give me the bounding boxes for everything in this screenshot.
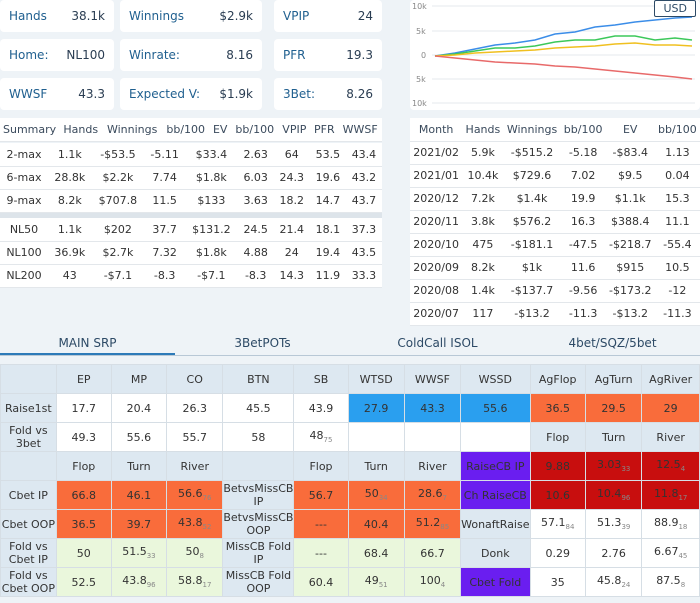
post-header-row: Flop Turn River Flop Turn River RaiseCB IP 9… — [0, 451, 700, 481]
stat-hands: Hands 38.1k — [0, 0, 114, 32]
table-row: 9-max 8.2k $707.8 11.5 $133 3.63 18.2 14.7 43.7 — [0, 189, 382, 213]
table-row: 6-max 28.8k $2.2k 7.74 $1.8k 6.03 24.3 19.6 43.2 — [0, 166, 382, 190]
y-tick: 5k — [416, 75, 426, 84]
stat-expected-value: Expected V: $1.9k — [120, 78, 262, 110]
fold-vs-3bet-row: Fold vs 3bet 49.3 55.6 55.7 58 4875 Flop Tur… — [0, 422, 700, 452]
table-row: 2020/08 1.4k -$137.7 -9.56 -$173.2 -12 — [410, 279, 700, 303]
table-row: 2020/09 8.2k $1k 11.6 $915 10.5 — [410, 256, 700, 280]
table-row: NL200 43 -$7.1 -8.3 -$7.1 -8.3 14.3 11.9 33.3 — [0, 264, 382, 288]
table-row: 2021/01 10.4k $729.6 7.02 $9.5 0.04 — [410, 164, 700, 188]
stat-wwsf: WWSF 43.3 — [0, 78, 114, 110]
summary-table: Summary Hands Winnings bb/100 EV bb/100 VPIP PF… — [0, 118, 382, 142]
tab-3betpots[interactable]: 3BetPOTs — [234, 336, 291, 350]
stats-grid: EP MP CO BTN SB WTSD WWSF WSSD AgFlop AgTurn AgRiv… — [0, 364, 700, 597]
y-tick: 10k — [412, 2, 427, 11]
series-blue-line — [434, 16, 693, 57]
y-tick: 10k — [412, 99, 427, 108]
tab-coldcall-isol[interactable]: ColdCall ISOL — [397, 336, 478, 350]
table-row: 2021/02 5.9k -$515.2 -5.18 -$83.4 1.13 — [410, 141, 700, 165]
month-header: Month Hands Winnings bb/100 EV bb/100 — [410, 118, 700, 142]
stat-home: Home: NL100 — [0, 39, 114, 71]
tab-4bet-sqz-5bet[interactable]: 4bet/SQZ/5bet — [568, 336, 657, 350]
winnings-graph-svg: 10k 5k 0 5k 10k — [412, 2, 695, 108]
winnings-graph: 10k 5k 0 5k 10k USD — [410, 0, 700, 110]
table-row: NL100 36.9k $2.7k 7.32 $1.8k 4.88 24 19.4 43.5 — [0, 241, 382, 265]
series-yellow-line — [434, 42, 693, 57]
series-red-line — [434, 55, 693, 80]
cbet-ip-row: Cbet IP 66.8 46.1 56.676 BetvsMissCB IP 5… — [0, 480, 700, 510]
stat-3bet: 3Bet: 8.26 — [274, 78, 382, 110]
series-green-line — [434, 35, 693, 57]
table-row: NL50 1.1k $202 37.7 $131.2 24.5 21.4 18.1 37.3 — [0, 218, 382, 242]
raise1st-row: Raise1st 17.7 20.4 26.3 45.5 43.9 27.9 43.3 55… — [0, 393, 700, 423]
stat-winnings: Winnings $2.9k — [120, 0, 262, 32]
table-row: 2020/10 475 -$181.1 -47.5 -$218.7 -55.4 — [410, 233, 700, 257]
y-tick: 5k — [416, 27, 426, 36]
month-table: Month Hands Winnings bb/100 EV bb/100 2021/02… — [410, 118, 700, 326]
fold-vs-cbet-ip-row: Fold vs Cbet IP 50 51.533 508 MissCB Fol… — [0, 538, 700, 568]
fold-vs-cbet-oop-row: Fold vs Cbet OOP 52.5 43.896 58.817 Miss… — [0, 567, 700, 597]
tab-main-srp[interactable]: MAIN SRP — [0, 330, 175, 355]
currency-button[interactable]: USD — [654, 0, 696, 17]
y-tick: 0 — [421, 51, 426, 60]
summary-table-body: 2-max 1.1k -$53.5 -5.11 $33.4 2.63 64 53.5 43.4 … — [0, 143, 382, 288]
section-tabs: MAIN SRP 3BetPOTs ColdCall ISOL 4bet/SQZ… — [0, 330, 700, 356]
stat-pfr: PFR 19.3 — [274, 39, 382, 71]
table-row: 2020/12 7.2k $1.4k 19.9 $1.1k 15.3 — [410, 187, 700, 211]
stat-vpip: VPIP 24 — [274, 0, 382, 32]
pre-header-row: EP MP CO BTN SB WTSD WWSF WSSD AgFlop AgTurn AgRiv… — [0, 364, 700, 394]
stat-winrate: Winrate: 8.16 — [120, 39, 262, 71]
summary-header: Summary Hands Winnings bb/100 EV bb/100 VPIP PF… — [0, 118, 382, 142]
table-row: 2020/07 117 -$13.2 -11.3 -$13.2 -11.3 — [410, 302, 700, 326]
table-row: 2020/11 3.8k $576.2 16.3 $388.4 11.1 — [410, 210, 700, 234]
cbet-oop-row: Cbet OOP 36.5 39.7 43.852 BetvsMissCB OOP… — [0, 509, 700, 539]
table-row: 2-max 1.1k -$53.5 -5.11 $33.4 2.63 64 53.5 43.4 — [0, 143, 382, 167]
